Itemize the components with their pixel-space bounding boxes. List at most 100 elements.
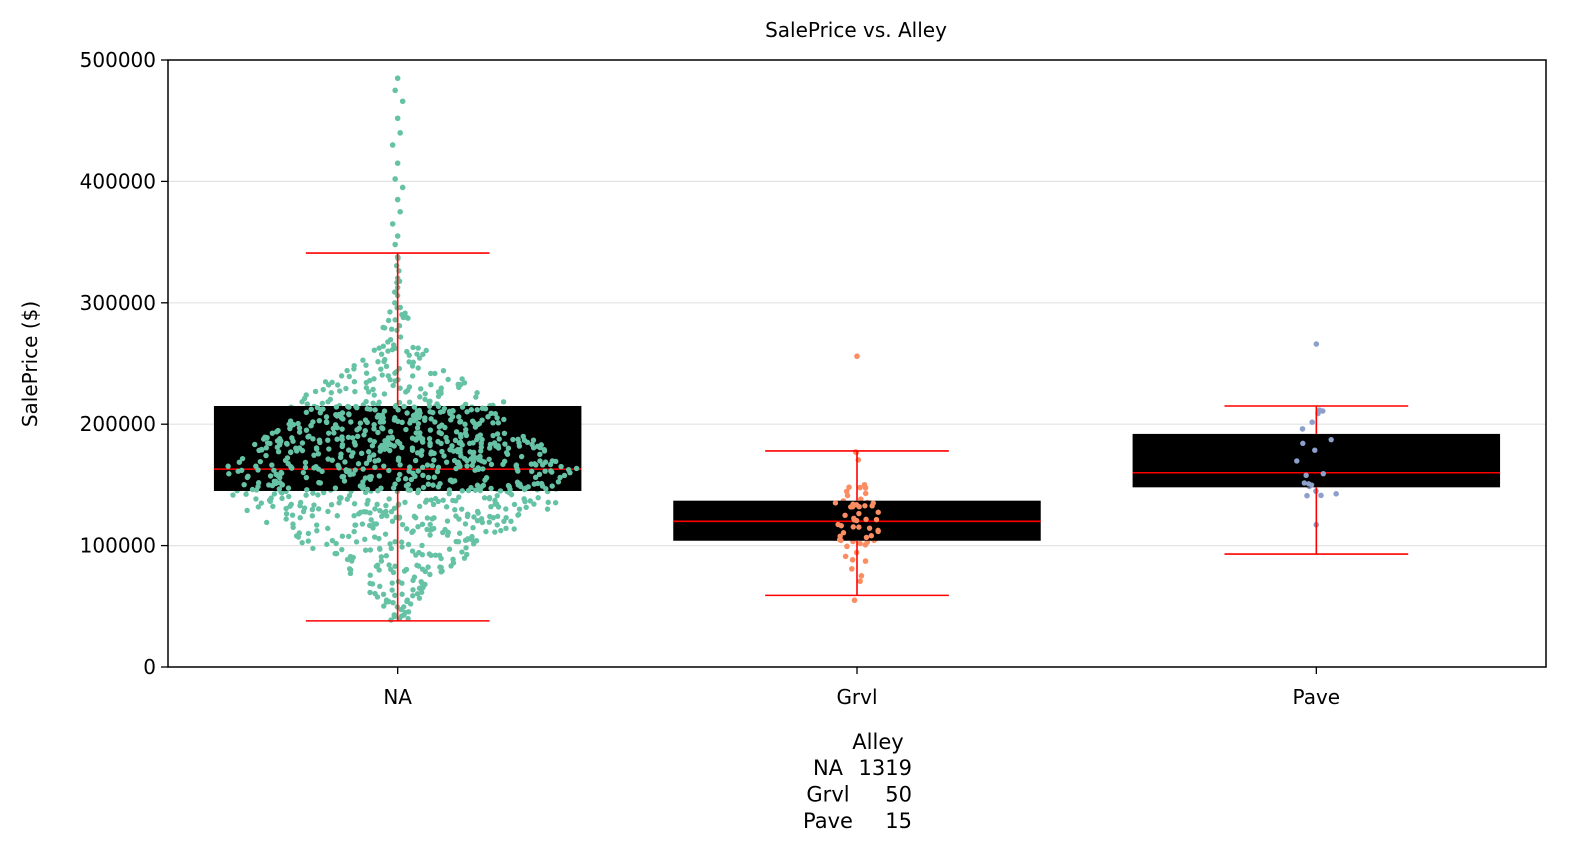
swarm-point [271, 478, 278, 484]
swarm-point [444, 518, 451, 524]
swarm-point [361, 432, 367, 438]
swarm-point [299, 539, 305, 546]
swarm-point [388, 326, 395, 332]
swarm-point [374, 594, 381, 600]
swarm-point [459, 376, 465, 382]
swarm-point [412, 514, 419, 521]
swarm-point [477, 453, 483, 460]
chart-title: SalePrice vs. Alley [765, 18, 947, 42]
swarm-point [378, 351, 385, 357]
swarm-point [567, 469, 573, 476]
swarm-point [377, 448, 383, 454]
swarm-point [549, 458, 556, 464]
swarm-point [411, 574, 418, 580]
swarm-point [387, 447, 393, 454]
swarm-point [304, 487, 310, 493]
swarm-point [459, 404, 466, 410]
swarm-point [258, 500, 265, 506]
swarm-point [407, 487, 414, 493]
swarm-point [383, 597, 390, 603]
swarm-point [381, 603, 387, 609]
swarm-point [508, 518, 514, 524]
swarm-point [1299, 426, 1306, 432]
swarm-point [420, 472, 426, 478]
swarm-point [376, 567, 382, 573]
x-axis-label-row-count: 50 [885, 783, 912, 807]
swarm-point [365, 389, 372, 395]
swarm-point [241, 482, 247, 488]
swarm-point [404, 597, 411, 603]
swarm-point [230, 492, 236, 498]
swarm-point [446, 487, 453, 493]
swarm-point [378, 554, 385, 560]
swarm-point [345, 403, 351, 410]
swarm-point [351, 501, 358, 507]
swarm-point [494, 431, 501, 437]
swarm-point [558, 463, 564, 470]
swarm-point [443, 459, 450, 465]
swarm-point [387, 309, 393, 315]
outlier-point [394, 115, 401, 122]
swarm-point [431, 457, 437, 463]
swarm-point [453, 429, 460, 435]
swarm-point [409, 447, 416, 453]
swarm-point [456, 384, 462, 391]
swarm-point [399, 311, 405, 318]
swarm-point [505, 445, 512, 451]
swarm-point [494, 513, 501, 520]
swarm-point [487, 441, 494, 448]
swarm-point [386, 467, 392, 474]
swarm-point [295, 534, 302, 540]
swarm-point [299, 440, 306, 446]
swarm-point [390, 599, 396, 606]
swarm-point [376, 399, 382, 405]
swarm-point [350, 435, 356, 441]
swarm-point [494, 415, 500, 421]
swarm-point [439, 448, 445, 455]
swarm-point [386, 496, 392, 502]
swarm-point [555, 479, 562, 485]
swarm-point [286, 493, 292, 500]
swarm-point [510, 436, 516, 443]
swarm-point [296, 429, 303, 435]
swarm-point [469, 533, 475, 540]
swarm-point [339, 533, 346, 539]
swarm-point [480, 466, 486, 472]
swarm-point [494, 492, 500, 499]
swarm-point [392, 370, 398, 376]
swarm-point [302, 459, 309, 466]
swarm-point [249, 486, 256, 493]
swarm-point [359, 521, 366, 527]
swarm-point [371, 347, 378, 353]
swarm-point [387, 541, 393, 547]
swarm-point [552, 500, 559, 506]
swarm-point [427, 571, 433, 578]
swarm-point [477, 432, 484, 438]
swarm-point [315, 492, 321, 498]
swarm-point [392, 563, 398, 569]
swarm-point [311, 502, 317, 508]
swarm-point [371, 438, 377, 445]
swarm-point [334, 413, 340, 419]
swarm-point [502, 441, 508, 447]
swarm-point [371, 534, 378, 540]
swarm-point [530, 437, 537, 443]
swarm-point [296, 530, 303, 536]
swarm-point [316, 417, 323, 424]
swarm-point [444, 532, 451, 538]
swarm-point [287, 418, 294, 424]
swarm-point [338, 373, 345, 379]
swarm-point [276, 486, 283, 492]
swarm-point [309, 513, 316, 519]
swarm-point [432, 370, 438, 377]
swarm-point [408, 417, 414, 423]
swarm-point [279, 495, 285, 502]
swarm-point [449, 414, 456, 420]
swarm-point [410, 593, 416, 599]
swarm-point [492, 411, 498, 417]
swarm-point [573, 465, 580, 472]
swarm-point [464, 457, 470, 464]
swarm-point [832, 500, 839, 506]
swarm-point [456, 414, 462, 420]
swarm-point [367, 580, 373, 587]
